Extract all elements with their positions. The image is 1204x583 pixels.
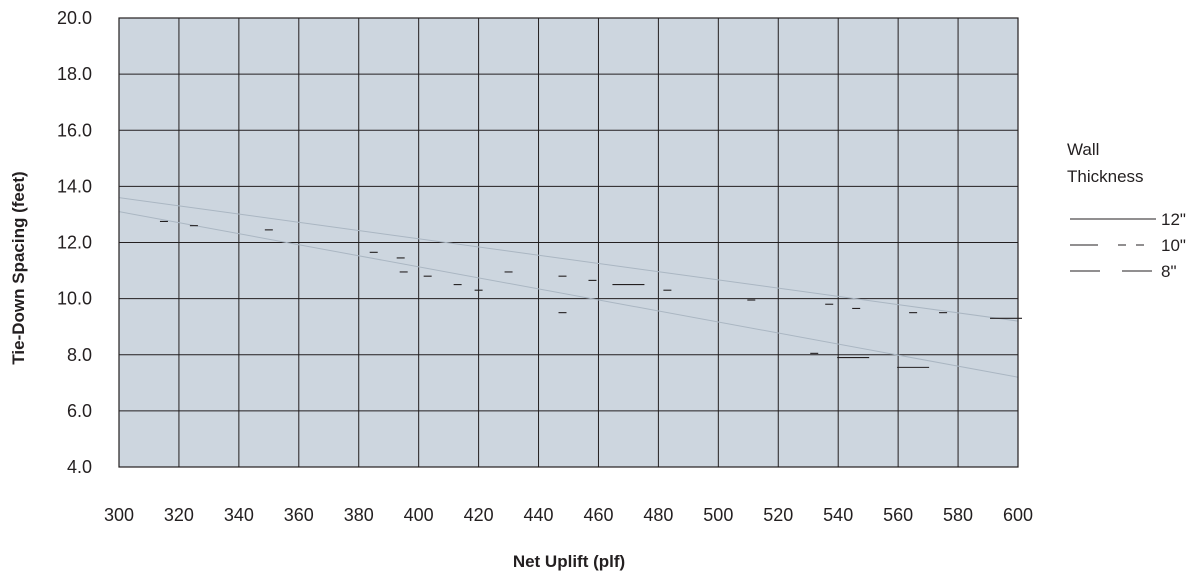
y-axis-ticks: 4.0 6.0 8.0 10.0 12.0 14.0 16.0 18.0 20.0 xyxy=(57,8,92,477)
y-tick-label: 12.0 xyxy=(57,233,92,253)
y-axis-title: Tie-Down Spacing (feet) xyxy=(9,171,28,364)
x-tick-label: 440 xyxy=(524,505,554,525)
trend-lines xyxy=(118,197,1019,378)
y-tick-label: 6.0 xyxy=(67,401,92,421)
x-tick-label: 420 xyxy=(464,505,494,525)
legend-item-1: 12" xyxy=(1070,210,1186,229)
y-tick-label: 8.0 xyxy=(67,345,92,365)
x-tick-label: 540 xyxy=(823,505,853,525)
legend-label: 10" xyxy=(1161,236,1186,255)
x-tick-label: 300 xyxy=(104,505,134,525)
legend: Wall Thickness 12" 10" 8" xyxy=(1067,140,1186,281)
legend-title-line-2: Thickness xyxy=(1067,167,1144,186)
y-tick-label: 20.0 xyxy=(57,8,92,28)
legend-title-line-1: Wall xyxy=(1067,140,1099,159)
series-2 xyxy=(399,271,819,354)
x-tick-label: 460 xyxy=(583,505,613,525)
y-tick-label: 18.0 xyxy=(57,64,92,84)
x-tick-label: 500 xyxy=(703,505,733,525)
x-tick-label: 580 xyxy=(943,505,973,525)
series-3 xyxy=(837,357,930,368)
x-tick-label: 320 xyxy=(164,505,194,525)
legend-label: 12" xyxy=(1161,210,1186,229)
legend-item-2: 10" xyxy=(1070,236,1186,255)
y-tick-label: 4.0 xyxy=(67,457,92,477)
x-tick-label: 340 xyxy=(224,505,254,525)
legend-label: 8" xyxy=(1161,262,1177,281)
y-tick-label: 10.0 xyxy=(57,289,92,309)
trend-line-1 xyxy=(118,197,1019,322)
trend-line-2 xyxy=(118,211,1019,378)
x-tick-label: 480 xyxy=(643,505,673,525)
x-tick-label: 360 xyxy=(284,505,314,525)
series-group xyxy=(159,220,1023,368)
x-tick-label: 380 xyxy=(344,505,374,525)
x-tick-label: 520 xyxy=(763,505,793,525)
y-tick-label: 14.0 xyxy=(57,176,92,196)
legend-item-3: 8" xyxy=(1070,262,1177,281)
x-tick-label: 400 xyxy=(404,505,434,525)
x-tick-label: 560 xyxy=(883,505,913,525)
x-tick-label: 600 xyxy=(1003,505,1033,525)
x-axis-ticks: 300 320 340 360 380 400 420 440 460 480 500 520 540 5… xyxy=(104,505,1033,525)
plot-frame xyxy=(118,17,1019,468)
series-1 xyxy=(159,220,1023,319)
grid xyxy=(118,17,1019,468)
y-tick-label: 16.0 xyxy=(57,120,92,140)
x-axis-title: Net Uplift (plf) xyxy=(513,552,625,571)
